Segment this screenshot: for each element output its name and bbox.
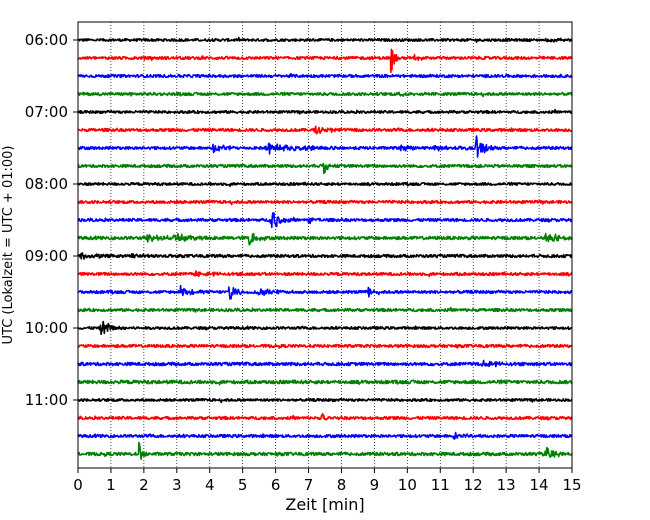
x-tick-label: 14: [530, 476, 549, 494]
y-tick-label: 08:00: [25, 175, 68, 193]
y-tick-label: 10:00: [25, 319, 68, 337]
trace-1045: [77, 379, 573, 386]
x-tick-label: 13: [497, 476, 516, 494]
trace-0715: [77, 125, 573, 135]
trace-1115: [77, 413, 573, 421]
trace-0930: [77, 284, 573, 300]
trace-0630: [77, 72, 573, 79]
trace-0600: [77, 36, 573, 43]
x-tick-label: 11: [431, 476, 450, 494]
x-tick-label: 6: [271, 476, 281, 494]
seismic-traces: [77, 36, 573, 460]
x-tick-label: 3: [172, 476, 182, 494]
y-axis-label: UTC (Lokalzeit = UTC + 01:00): [1, 146, 16, 345]
x-tick-label: 15: [562, 476, 581, 494]
trace-0615: [77, 48, 573, 74]
x-tick-label: 12: [464, 476, 483, 494]
x-gridlines: [110, 22, 540, 468]
y-tick-label: 07:00: [25, 103, 68, 121]
trace-0915: [77, 270, 573, 278]
trace-1145: [77, 441, 573, 460]
x-tick-label: 4: [205, 476, 215, 494]
trace-0945: [77, 306, 573, 313]
x-tick-label: 9: [370, 476, 380, 494]
trace-0645: [77, 91, 573, 98]
trace-1130: [77, 431, 573, 440]
x-tick-label: 10: [398, 476, 417, 494]
x-tick-label: 1: [106, 476, 116, 494]
x-axis-ticks: 0 1 2 3 4 5 6 7 8 9 10 11 12 13 14 15: [73, 468, 582, 494]
trace-0845: [77, 232, 573, 246]
x-tick-label: 7: [304, 476, 314, 494]
x-tick-label: 8: [337, 476, 347, 494]
trace-0730: [77, 135, 573, 158]
trace-1030: [77, 359, 573, 368]
y-tick-label: 11:00: [25, 391, 68, 409]
trace-1100: [77, 397, 573, 404]
trace-1000: [77, 320, 573, 336]
plot-frame: [77, 21, 573, 469]
trace-0800: [77, 181, 573, 188]
x-tick-label: 5: [238, 476, 248, 494]
trace-1015: [77, 343, 573, 349]
x-tick-label: 0: [73, 476, 83, 494]
trace-0830: [77, 212, 573, 229]
trace-0745: [77, 162, 573, 175]
trace-0900: [77, 252, 573, 260]
x-tick-label: 2: [139, 476, 149, 494]
trace-0815: [77, 199, 573, 206]
trace-0700: [77, 108, 573, 115]
x-axis-label: Zeit [min]: [285, 495, 364, 514]
y-tick-label: 06:00: [25, 31, 68, 49]
y-tick-label: 09:00: [25, 247, 68, 265]
y-axis-ticks: 06:00 07:00 08:00 09:00 10:00 11:00: [25, 31, 78, 409]
